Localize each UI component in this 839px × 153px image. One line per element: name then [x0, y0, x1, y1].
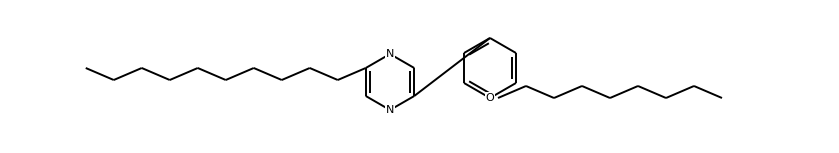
Text: O: O — [486, 93, 494, 103]
Text: N: N — [386, 105, 394, 115]
Text: N: N — [386, 49, 394, 59]
